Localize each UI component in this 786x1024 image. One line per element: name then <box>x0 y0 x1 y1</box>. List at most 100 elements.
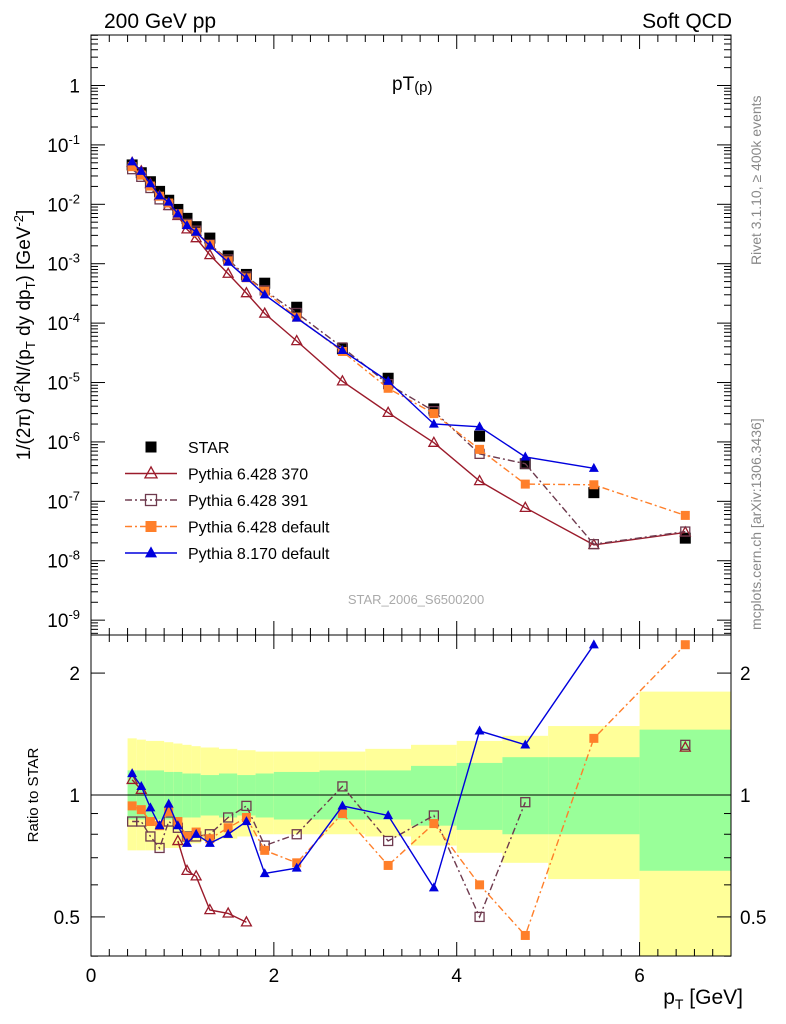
ratio-point-3-2 <box>145 817 155 827</box>
point-3-0 <box>127 162 137 172</box>
point-0-6 <box>181 212 193 224</box>
legend-entry-4: Pythia 8.170 default <box>125 546 330 563</box>
point-4-4 <box>163 196 174 206</box>
legend-label: Pythia 6.428 370 <box>188 467 308 484</box>
point-0-8 <box>204 232 216 244</box>
ratio-point-3-16 <box>475 880 485 890</box>
ratio-point-2-14 <box>382 835 394 847</box>
ratio-point-1-10 <box>240 915 253 927</box>
ratio-point-2-1 <box>136 816 147 827</box>
ratio-point-3-6 <box>182 831 192 841</box>
ratio-point-2-3 <box>154 842 165 854</box>
point-0-12 <box>291 301 303 313</box>
ratio-point-4-17 <box>520 739 531 749</box>
ratio-point-4-1 <box>136 781 147 791</box>
ratio-y-label: Ratio to STAR <box>25 747 42 842</box>
series-line-2 <box>131 168 686 545</box>
ratio-point-4-12 <box>291 862 302 872</box>
ratio-y-tick-label: 1 <box>69 786 80 807</box>
header-left: 200 GeV pp <box>104 10 216 33</box>
ratio-point-4-8 <box>204 837 215 847</box>
point-4-0 <box>127 156 138 166</box>
stat-band-bin <box>639 729 731 871</box>
point-4-17 <box>520 451 531 461</box>
ratio-point-4-2 <box>145 802 156 812</box>
point-3-18 <box>589 480 599 490</box>
ratio-point-1-19 <box>679 740 692 752</box>
main-plot-ticks: 1 10-1 10-2 10-3 10-4 10-5 10-6 10-7 10-8 10-9 <box>47 34 731 634</box>
point-3-19 <box>680 510 690 520</box>
ratio-point-2-19 <box>680 739 691 750</box>
y-tick-label: 10-2 <box>47 191 80 216</box>
point-2-18 <box>588 539 600 550</box>
ratio-point-2-9 <box>222 812 234 823</box>
point-4-13 <box>337 344 348 354</box>
main-plot-data <box>126 156 692 550</box>
x-tick-label: 2 <box>269 966 280 987</box>
ratio-point-3-0 <box>127 801 137 811</box>
point-3-16 <box>475 444 485 454</box>
x-axis-label: pT [GeV] <box>663 986 743 1012</box>
ratio-point-3-9 <box>223 823 233 833</box>
ratio-series-group <box>126 639 692 940</box>
point-1-16 <box>473 474 486 486</box>
point-4-16 <box>474 421 485 431</box>
ratio-point-4-7 <box>191 828 202 838</box>
y-tick-label: 10-5 <box>47 370 80 395</box>
point-1-8 <box>203 248 216 260</box>
point-3-17 <box>520 479 530 489</box>
ratio-point-4-14 <box>383 810 394 820</box>
ratio-point-4-0 <box>127 768 138 778</box>
ratio-point-3-15 <box>429 819 439 829</box>
ratio-point-3-18 <box>589 733 599 743</box>
y-tick-label: 10-8 <box>47 548 80 573</box>
ratio-point-4-9 <box>223 828 234 838</box>
ratio-point-2-2 <box>145 831 156 842</box>
ratio-point-4-13 <box>337 800 348 810</box>
ratio-point-2-10 <box>241 800 252 812</box>
legend-label: Pythia 6.428 default <box>188 520 330 537</box>
legend-entry-1: Pythia 6.428 370 <box>125 465 308 484</box>
ratio-point-4-16 <box>474 725 485 735</box>
point-4-3 <box>154 190 165 200</box>
ratio-point-3-4 <box>164 807 174 817</box>
point-3-1 <box>136 170 146 180</box>
ratio-point-3-11 <box>260 845 270 855</box>
plot-title: pT(p) <box>392 74 433 96</box>
legend: STAR Pythia 6.428 370 Pythia 6.428 391 Pyth… <box>125 440 330 563</box>
y-tick-label: 10-9 <box>47 607 80 632</box>
ratio-point-3-13 <box>337 809 347 819</box>
ratio-point-4-4 <box>163 798 174 808</box>
point-4-9 <box>223 256 234 266</box>
header-right: Soft QCD <box>642 10 732 33</box>
ratio-point-2-4 <box>163 816 174 827</box>
ratio-point-3-17 <box>520 930 530 940</box>
legend-entry-3: Pythia 6.428 default <box>125 520 330 537</box>
point-1-9 <box>222 266 235 278</box>
main-plot-panel: 1 10-1 10-2 10-3 10-4 10-5 10-6 10-7 10-8 10-9 pT… <box>11 34 732 636</box>
ratio-point-2-13 <box>337 781 348 792</box>
ratio-point-3-19 <box>680 640 690 650</box>
series-line-3 <box>131 166 686 517</box>
point-1-7 <box>190 231 203 243</box>
y-tick-label: 1 <box>69 76 80 97</box>
ratio-plot-data <box>126 639 692 940</box>
point-0-18 <box>588 487 600 499</box>
ratio-point-1-6 <box>180 864 194 876</box>
point-4-15 <box>428 418 439 428</box>
legend-marker <box>144 546 158 558</box>
ratio-point-4-10 <box>241 816 252 826</box>
ratio-y-tick-label: 0.5 <box>54 908 80 929</box>
point-4-14 <box>383 375 394 385</box>
stat-band-bin <box>502 757 549 835</box>
ratio-point-4-3 <box>154 820 165 830</box>
point-4-5 <box>172 208 183 218</box>
ratio-y-tick-label: 2 <box>69 664 80 685</box>
ratio-point-4-5 <box>172 820 183 830</box>
x-tick-label: 4 <box>451 966 462 987</box>
point-4-7 <box>191 226 202 236</box>
stat-band-bin <box>273 771 320 820</box>
ratio-plot-panel: 0.5 0.5 1 1 2 2 Ratio to STAR <box>25 634 766 957</box>
point-2-19 <box>680 526 691 537</box>
mcplots-label: mcplots.cern.ch [arXiv:1306.3436] <box>748 418 764 630</box>
